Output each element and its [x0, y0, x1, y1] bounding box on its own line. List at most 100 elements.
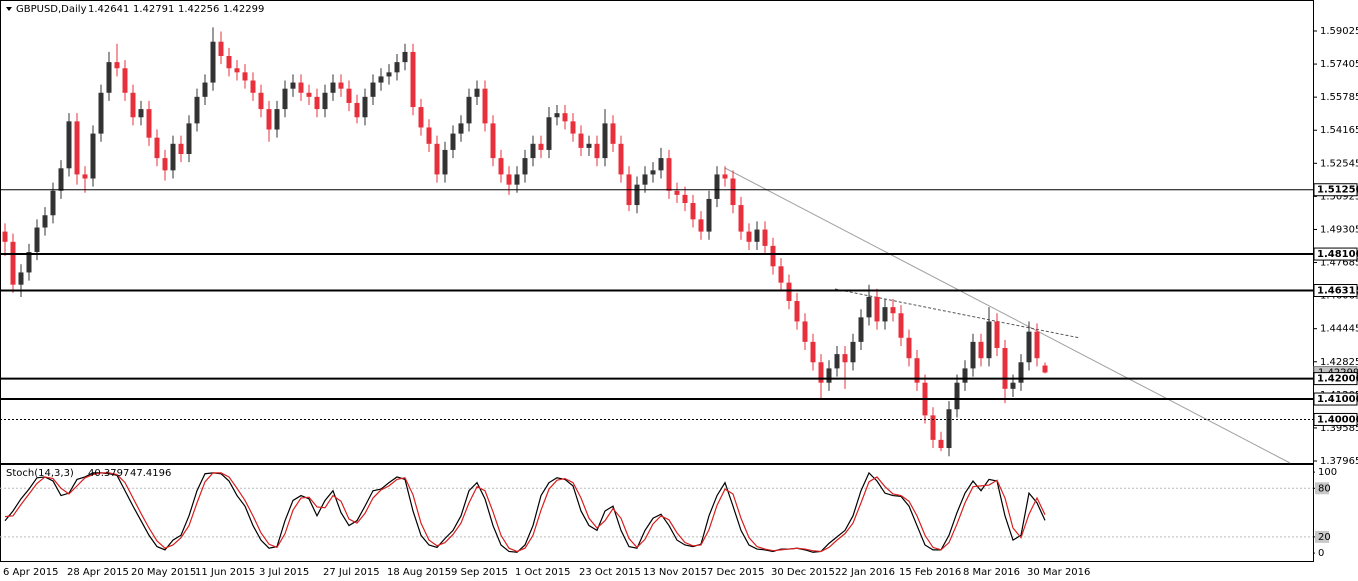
candle-body	[130, 92, 136, 118]
candle-body	[898, 313, 904, 338]
candle-body	[802, 321, 808, 342]
x-tick-label: 28 Apr 2015	[67, 567, 129, 578]
candle-body	[362, 96, 368, 118]
candle-body	[186, 123, 192, 155]
x-tick-label: 23 Oct 2015	[579, 567, 641, 578]
candle-body	[26, 252, 32, 273]
y-tick-label: 80	[1318, 483, 1331, 494]
level-label-box	[1313, 392, 1358, 406]
candle-body	[970, 341, 976, 369]
candle-body	[458, 123, 464, 134]
candle-body	[994, 321, 1000, 348]
candle-body	[370, 82, 376, 97]
candle-body	[586, 143, 592, 148]
candle-body	[1034, 331, 1040, 359]
candle-body	[754, 229, 760, 242]
candle-body	[210, 41, 216, 83]
candle-body	[666, 158, 672, 191]
candle-body	[914, 358, 920, 383]
candle-body	[90, 133, 96, 179]
candle-body	[834, 354, 840, 369]
stoch-line	[4, 471, 1046, 553]
candle-body	[202, 82, 208, 97]
candle-body	[890, 307, 896, 314]
candle-body	[810, 341, 816, 363]
x-tick-label: 18 Aug 2015	[387, 567, 451, 578]
candle-body	[882, 307, 888, 322]
x-tick-label: 13 Nov 2015	[643, 567, 707, 578]
x-tick-label: 3 Jul 2015	[259, 567, 309, 578]
candle-body	[938, 439, 944, 449]
trend-line	[724, 167, 1291, 464]
candle-body	[42, 215, 48, 228]
candle-body	[722, 174, 728, 179]
candle-body	[322, 92, 328, 110]
x-tick-label: 1 Oct 2015	[515, 567, 570, 578]
candle-body	[962, 368, 968, 383]
candle-body	[1010, 382, 1016, 389]
menu-icon	[6, 7, 12, 11]
candle-body	[930, 415, 936, 440]
y-tick-label: 1.57405	[1320, 59, 1358, 70]
x-tick-label: 20 May 2015	[131, 567, 196, 578]
candle-body	[714, 174, 720, 199]
x-tick-label: 15 Feb 2016	[899, 567, 961, 578]
y-tick-label: 1.50925	[1320, 191, 1358, 202]
candle-body	[690, 203, 696, 220]
price-panel-frame	[0, 0, 1314, 464]
stoch-k-value: 40.3797	[88, 468, 129, 479]
candle-body	[234, 68, 240, 73]
stoch-line	[4, 472, 1046, 553]
y-tick-label: 1.42825	[1320, 357, 1358, 368]
candle-body	[538, 143, 544, 150]
stoch-d-value: 47.4196	[130, 468, 171, 479]
level-label: 1.40000	[1317, 414, 1358, 425]
candle-body	[314, 96, 320, 110]
stoch-tick-box	[1315, 482, 1329, 495]
candle-body	[266, 109, 272, 130]
y-tick-label: 0	[1318, 548, 1324, 559]
x-tick-label: 22 Jan 2016	[835, 567, 895, 578]
level-label: 1.41000	[1317, 394, 1358, 405]
candle-body	[906, 337, 912, 359]
candle-body	[98, 92, 104, 134]
candle-body	[426, 127, 432, 144]
candle-body	[818, 362, 824, 383]
candle-body	[986, 321, 992, 359]
candle-body	[394, 62, 400, 73]
candle-body	[642, 174, 648, 185]
y-tick-label: 1.59025	[1320, 26, 1358, 37]
y-tick-label: 1.54165	[1320, 125, 1358, 136]
candle-body	[402, 51, 408, 63]
level-label: 1.51250	[1317, 185, 1358, 196]
candle-body	[954, 382, 960, 410]
candle-body	[10, 241, 16, 285]
x-tick-label: 8 Mar 2016	[963, 567, 1020, 578]
candle-body	[74, 121, 80, 175]
candle-body	[1018, 362, 1024, 383]
candle-body	[298, 82, 304, 93]
candle-body	[602, 123, 608, 159]
candle-body	[682, 194, 688, 204]
candle-body	[1002, 347, 1008, 389]
candle-body	[346, 88, 352, 103]
candle-body	[218, 41, 224, 57]
candle-body	[378, 76, 384, 83]
y-tick-label: 20	[1318, 532, 1331, 543]
candle-body	[450, 133, 456, 150]
stoch-panel-frame	[0, 464, 1314, 562]
candle-body	[290, 82, 296, 89]
y-tick-label: 1.47685	[1320, 258, 1358, 269]
candle-body	[618, 143, 624, 175]
candle-body	[498, 158, 504, 175]
candle-body	[410, 51, 416, 108]
candle-body	[354, 102, 360, 118]
candle-body	[842, 354, 848, 363]
candle-body	[578, 133, 584, 148]
candle-body	[338, 82, 344, 89]
candle-body	[746, 231, 752, 242]
level-label-box	[1313, 284, 1358, 298]
header-low: 1.42256	[178, 4, 219, 15]
level-label-box	[1313, 247, 1358, 261]
